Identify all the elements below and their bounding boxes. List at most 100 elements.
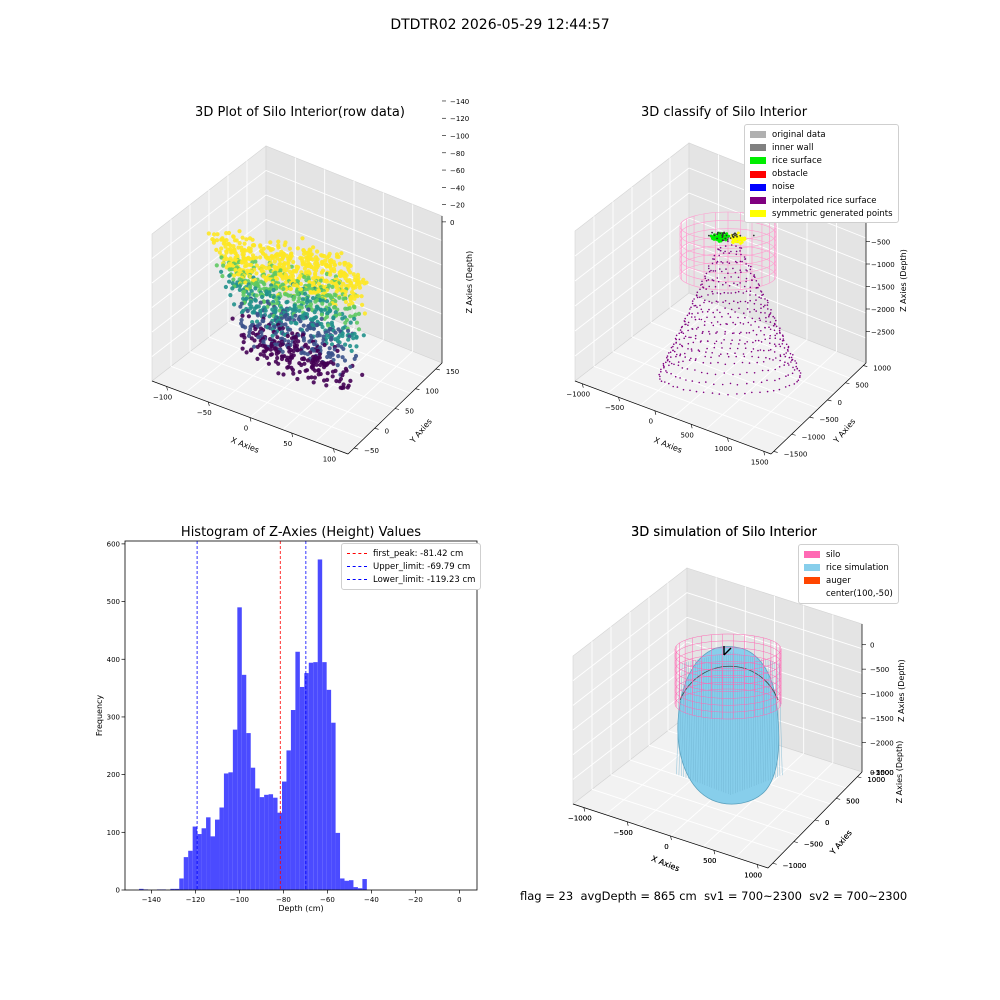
histogram-bar [326,689,332,890]
interpolated-point [778,377,781,380]
y-tick [791,433,796,436]
interpolated-point [700,295,703,298]
interpolated-point [743,285,746,288]
interpolated-point [774,368,776,371]
x-axis-label: X Axies [650,854,681,873]
interpolated-point [732,267,734,270]
interpolated-point [718,254,720,257]
surface-mesh-line [776,662,781,777]
interpolated-point [755,286,758,289]
data-point [348,343,353,349]
histogram-bar [206,817,211,890]
interpolated-point [772,315,774,318]
y-tick-label: 0 [825,819,829,827]
interpolated-point [739,300,742,303]
original-point [732,233,735,236]
symmetric-point [738,238,741,242]
data-point [309,264,314,270]
interpolated-point [712,279,715,282]
y-tick [827,399,832,402]
interpolated-point [711,262,714,265]
interpolated-point [679,354,681,357]
z-tick-label: 0 [870,769,874,777]
interpolated-point [694,337,697,340]
interpolated-point [730,292,732,294]
data-point [356,311,362,316]
histogram-bar [264,794,269,890]
interpolated-point [736,384,739,386]
interpolated-point [754,276,756,279]
interpolated-point [745,263,747,265]
interpolated-point [772,389,775,392]
legend-swatch [804,551,820,559]
interpolated-point [768,315,770,318]
interpolated-point [706,310,709,313]
interpolated-point [682,388,685,391]
interpolated-point [754,294,757,296]
data-point [231,244,236,249]
interpolated-point [704,277,707,280]
interpolated-point [736,347,739,350]
interpolated-point [758,284,761,287]
y-tick-label: 600 [107,540,120,548]
interpolated-point [730,250,732,253]
surface-mesh-line [713,655,716,789]
data-point [332,305,337,310]
interpolated-point [704,355,706,358]
interpolated-point [727,237,729,239]
interpolated-point [751,279,753,282]
x-tick-label: −1000 [566,391,590,399]
data-point [250,331,256,336]
interpolated-point [752,381,755,383]
data-point [324,383,329,388]
data-point [240,346,245,351]
interpolated-point [753,308,756,311]
interpolated-point [758,317,761,320]
histogram-bar [340,878,345,890]
surface-mesh-line [697,658,700,783]
data-point [351,286,356,291]
surface-mesh-line [718,654,720,791]
data-point [277,258,282,263]
interpolated-point [697,349,700,351]
interpolated-point [713,346,716,349]
center-marker [723,646,732,656]
data-point [243,280,248,285]
data-point [292,340,297,345]
x-axis-label: X Axies [653,435,684,454]
legend-item: symmetric generated points [750,207,893,220]
y-tick-label: 1000 [867,776,885,784]
grid-line [572,592,688,682]
y-tick-label: −500 [804,841,823,849]
legend-item: auger [804,574,893,587]
data-point [252,243,257,248]
interpolated-point [719,249,722,252]
interpolated-point [662,362,665,365]
data-point [303,368,308,373]
interpolated-point [716,309,718,311]
data-point [261,349,266,354]
interpolated-point [662,364,665,367]
x-tick-label: 0 [457,896,461,904]
interpolated-point [733,362,736,365]
grid-line [686,592,863,650]
interpolated-point [708,300,710,303]
data-point [354,335,359,340]
data-point [275,355,280,361]
original-point [736,235,738,238]
y-tick-label: 0 [116,887,120,895]
interpolated-point [694,318,697,321]
data-point [297,308,302,313]
y-tick [773,451,778,453]
interpolated-point [716,260,719,263]
data-point [275,335,280,340]
data-point [360,302,365,307]
data-point [242,241,247,246]
y-tick-label: 50 [405,408,414,416]
surface-mesh-line [761,658,764,783]
data-point [322,316,327,321]
interpolated-point [693,298,695,300]
interpolated-point [682,332,685,335]
legend-item: center(100,-50) [804,588,893,601]
data-point [254,271,259,276]
